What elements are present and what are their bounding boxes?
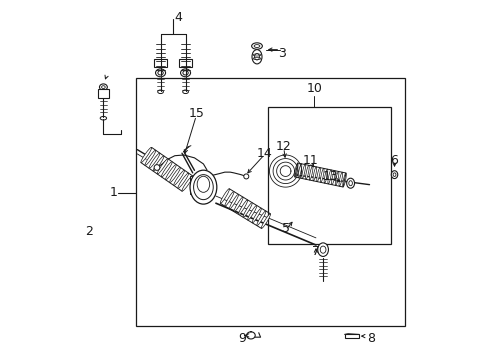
Text: 1: 1	[110, 186, 118, 199]
Text: 14: 14	[256, 147, 271, 160]
Bar	[179, 59, 191, 67]
Ellipse shape	[182, 176, 192, 191]
Text: 8: 8	[366, 333, 375, 346]
Ellipse shape	[190, 170, 216, 204]
Ellipse shape	[301, 165, 305, 179]
Ellipse shape	[324, 169, 327, 183]
Ellipse shape	[320, 168, 324, 183]
Ellipse shape	[165, 165, 176, 180]
Ellipse shape	[251, 43, 262, 49]
Ellipse shape	[252, 208, 261, 223]
Ellipse shape	[183, 71, 188, 75]
Bar	[98, 89, 108, 98]
Bar	[267, 107, 390, 244]
Ellipse shape	[197, 176, 209, 192]
Bar	[190, 176, 197, 194]
Text: 5: 5	[281, 222, 289, 235]
Ellipse shape	[261, 214, 270, 229]
Text: 15: 15	[188, 107, 204, 120]
Ellipse shape	[256, 211, 265, 226]
Bar	[135, 78, 405, 327]
Text: 12: 12	[275, 140, 291, 153]
Ellipse shape	[158, 71, 163, 75]
Ellipse shape	[193, 175, 213, 200]
Bar	[154, 59, 166, 67]
Ellipse shape	[320, 246, 325, 253]
Ellipse shape	[331, 171, 334, 185]
Ellipse shape	[180, 69, 190, 77]
Ellipse shape	[316, 168, 320, 181]
Ellipse shape	[390, 171, 397, 179]
Ellipse shape	[153, 156, 163, 171]
Ellipse shape	[294, 163, 298, 177]
Text: 2: 2	[85, 225, 93, 238]
Ellipse shape	[243, 203, 252, 217]
Ellipse shape	[392, 173, 395, 176]
Ellipse shape	[102, 86, 105, 89]
Text: 13: 13	[322, 170, 337, 183]
Ellipse shape	[183, 90, 188, 94]
Ellipse shape	[157, 159, 168, 174]
Ellipse shape	[233, 197, 243, 212]
Ellipse shape	[247, 206, 256, 220]
Circle shape	[154, 165, 160, 170]
Text: 7: 7	[311, 245, 319, 258]
Ellipse shape	[169, 167, 180, 183]
Ellipse shape	[141, 147, 151, 163]
Ellipse shape	[346, 178, 354, 188]
Circle shape	[244, 174, 248, 179]
Text: 11: 11	[302, 154, 318, 167]
Bar	[196, 175, 203, 196]
Text: 9: 9	[238, 333, 246, 346]
Ellipse shape	[254, 45, 259, 48]
Ellipse shape	[173, 170, 184, 185]
Ellipse shape	[157, 90, 163, 94]
Ellipse shape	[161, 162, 172, 177]
Ellipse shape	[317, 243, 328, 256]
Text: 10: 10	[305, 82, 322, 95]
Ellipse shape	[338, 172, 342, 186]
Ellipse shape	[309, 166, 312, 180]
Ellipse shape	[149, 153, 160, 168]
Ellipse shape	[229, 194, 238, 209]
Ellipse shape	[100, 116, 106, 120]
Ellipse shape	[224, 192, 234, 206]
Ellipse shape	[305, 165, 308, 179]
Ellipse shape	[178, 173, 188, 188]
Ellipse shape	[254, 54, 259, 60]
Ellipse shape	[238, 200, 247, 215]
Ellipse shape	[99, 84, 107, 90]
Ellipse shape	[298, 164, 301, 178]
Text: 3: 3	[278, 47, 285, 60]
Ellipse shape	[335, 171, 338, 185]
Text: 6: 6	[390, 154, 398, 167]
Ellipse shape	[312, 167, 316, 181]
Ellipse shape	[144, 150, 156, 166]
Ellipse shape	[155, 69, 165, 77]
Ellipse shape	[342, 173, 346, 187]
Ellipse shape	[220, 189, 229, 203]
Ellipse shape	[327, 170, 331, 184]
Ellipse shape	[251, 50, 262, 64]
Bar	[344, 334, 358, 338]
Text: 4: 4	[174, 11, 182, 24]
Ellipse shape	[348, 181, 352, 186]
